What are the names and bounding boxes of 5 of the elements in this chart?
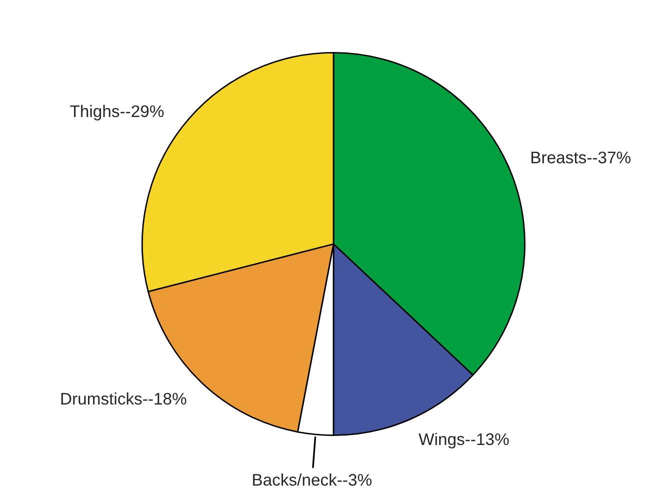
slice-label: Backs/neck--3% (253, 473, 372, 486)
slice-label: Breasts--37% (532, 152, 630, 164)
slice-label: Wings--13% (418, 432, 509, 448)
slice-label: Thighs--29% (70, 104, 164, 120)
slice-label: Drumsticks--18% (61, 392, 186, 405)
